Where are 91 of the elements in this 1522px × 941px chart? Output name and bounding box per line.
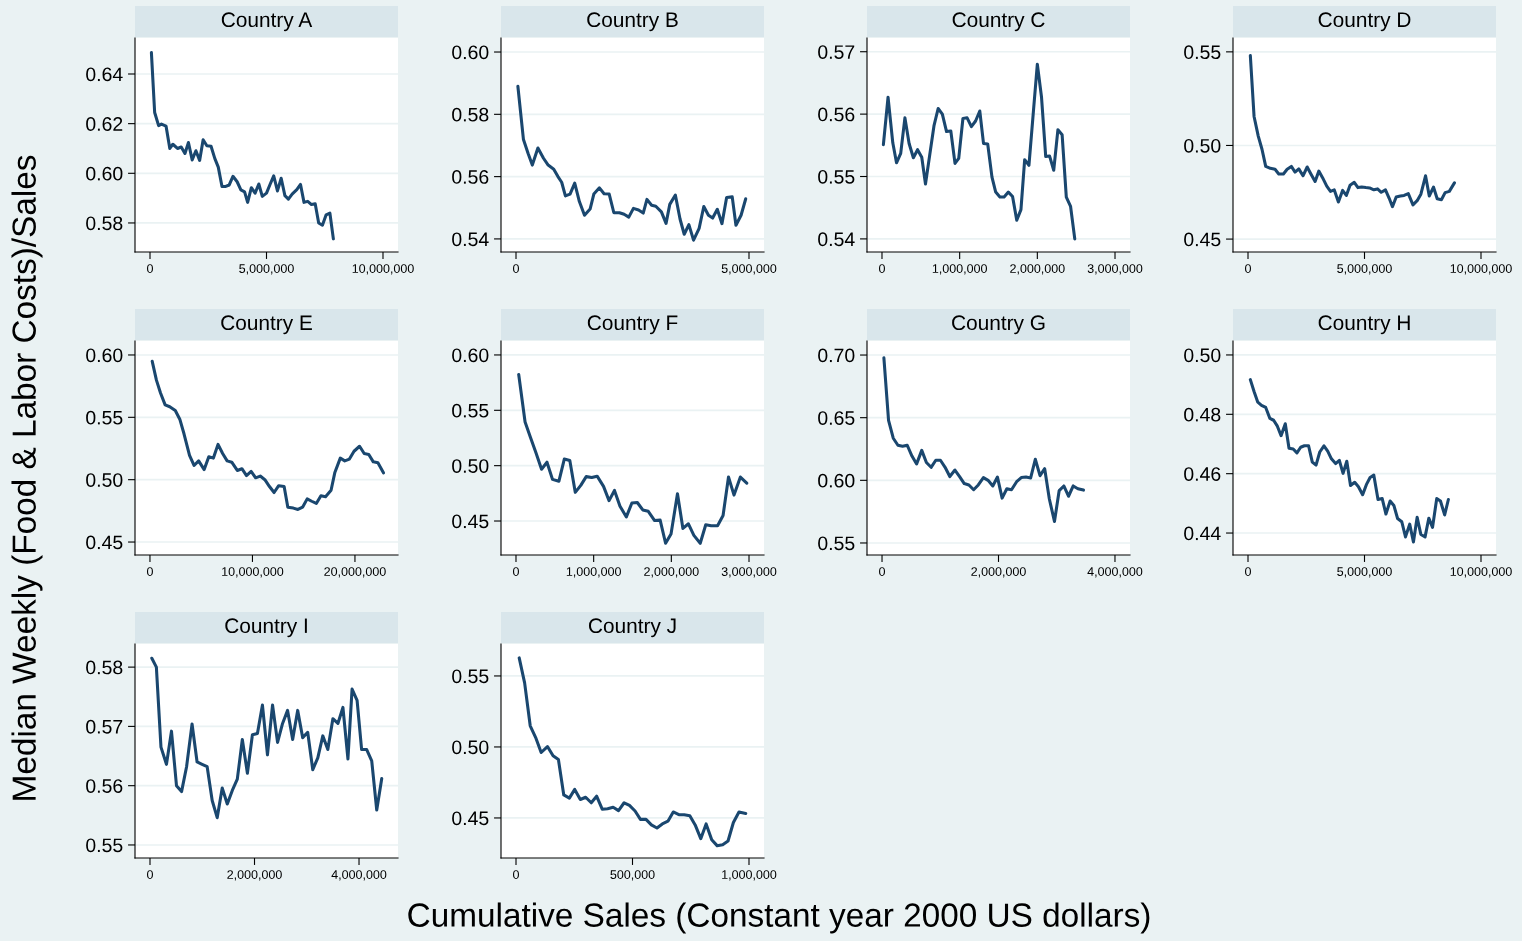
y-tick-label: 0.54	[818, 232, 855, 247]
y-tick-label: 0.44	[1184, 526, 1221, 541]
chart-title: Country E	[221, 315, 312, 335]
y-tick-label: 0.50	[452, 740, 489, 755]
chart-title: Country A	[221, 12, 313, 32]
y-tick-label: 0.45	[1184, 232, 1221, 247]
x-tick-label: 4,000,000	[331, 870, 387, 881]
y-tick-label: 0.50	[1184, 348, 1221, 363]
x-tick-label: 5,000,000	[721, 264, 777, 275]
y-tick-label: 0.55	[86, 838, 123, 853]
y-tick-label: 0.58	[452, 107, 489, 122]
x-axis-title: Cumulative Sales (Constant year 2000 US dollars)	[408, 902, 1150, 934]
y-tick-label: 0.55	[452, 669, 489, 684]
line-series	[517, 656, 748, 848]
chart-title: Country I	[225, 618, 307, 638]
x-tick-label: 1,000,000	[566, 567, 621, 578]
x-tick-label: 4,000,000	[1087, 567, 1143, 578]
y-tick-label: 0.58	[86, 660, 123, 675]
y-tick-label: 0.55	[818, 169, 855, 184]
y-tick-label: 0.64	[86, 67, 123, 82]
line-series	[882, 356, 1085, 523]
x-tick-label: 0	[147, 264, 153, 273]
y-tick-label: 0.60	[818, 473, 855, 488]
line-series	[517, 372, 749, 545]
y-tick-label: 0.50	[452, 459, 489, 473]
x-tick-label: 1,000,000	[932, 264, 987, 275]
y-tick-label: 0.55	[818, 536, 855, 551]
y-tick-label: 0.62	[86, 117, 123, 131]
x-tick-label: 10,000,000	[1450, 567, 1512, 578]
y-tick-label: 0.60	[452, 348, 489, 363]
line-series	[1248, 54, 1456, 209]
y-tick-label: 0.55	[1184, 45, 1221, 60]
y-tick-label: 0.48	[1184, 407, 1221, 422]
x-tick-label: 10,000,000	[352, 264, 414, 275]
x-tick-label: 5,000,000	[239, 264, 294, 275]
x-tick-label: 0	[513, 870, 519, 879]
x-tick-label: 0	[513, 264, 519, 273]
y-tick-label: 0.57	[818, 45, 855, 59]
x-tick-label: 2,000,000	[1010, 264, 1065, 275]
line-series	[149, 51, 335, 241]
chart-title: Country J	[588, 618, 676, 638]
x-tick-label: 3,000,000	[721, 567, 777, 578]
y-tick-label: 0.57	[86, 719, 123, 734]
x-tick-label: 0	[146, 567, 153, 576]
x-tick-label: 2,000,000	[644, 567, 699, 578]
x-tick-label: 0	[147, 870, 153, 879]
x-tick-label: 2,000,000	[227, 870, 282, 881]
y-tick-label: 0.50	[86, 473, 123, 487]
x-tick-label: 0	[879, 264, 885, 273]
y-tick-label: 0.54	[452, 232, 489, 247]
line-series	[150, 359, 385, 512]
y-tick-label: 0.56	[86, 779, 123, 793]
y-tick-label: 0.60	[452, 45, 489, 60]
x-tick-label: 0	[879, 567, 886, 576]
line-series	[881, 62, 1077, 241]
chart-title: Country B	[587, 12, 678, 32]
x-tick-label: 0	[1245, 264, 1251, 273]
chart-title: Country H	[1318, 315, 1410, 335]
y-tick-label: 0.55	[452, 403, 489, 418]
x-tick-label: 0	[1245, 567, 1251, 576]
line-series	[150, 656, 384, 820]
x-tick-label: 2,000,000	[971, 567, 1026, 578]
y-tick-label: 0.50	[1184, 138, 1221, 153]
y-tick-label: 0.60	[86, 166, 123, 181]
x-tick-label: 5,000,000	[1337, 264, 1392, 275]
y-tick-label: 0.46	[1184, 467, 1221, 481]
y-tick-label: 0.65	[818, 411, 855, 425]
y-tick-label: 0.56	[452, 170, 489, 184]
chart-title: Country C	[952, 12, 1045, 32]
x-tick-label: 10,000,000	[1450, 264, 1512, 275]
y-tick-label: 0.58	[86, 216, 123, 231]
x-tick-label: 500,000	[610, 870, 655, 881]
chart-title: Country G	[952, 315, 1045, 335]
x-tick-label: 5,000,000	[1337, 567, 1392, 578]
y-tick-label: 0.60	[86, 348, 123, 363]
y-tick-label: 0.56	[818, 107, 855, 122]
line-series	[516, 84, 748, 242]
line-series	[1248, 378, 1450, 544]
x-tick-label: 20,000,000	[324, 567, 386, 578]
y-tick-label: 0.45	[86, 535, 123, 550]
x-tick-label: 1,000,000	[722, 870, 777, 881]
y-tick-label: 0.45	[452, 811, 489, 826]
x-tick-label: 3,000,000	[1087, 264, 1143, 275]
y-axis-title: Median Weekly (Food & Labor Costs)/Sales	[11, 155, 43, 800]
x-tick-label: 0	[513, 567, 519, 576]
chart-title: Country F	[587, 315, 678, 335]
y-tick-label: 0.55	[86, 410, 123, 425]
x-tick-label: 10,000,000	[222, 567, 284, 578]
chart-title: Country D	[1318, 12, 1411, 32]
y-tick-label: 0.45	[452, 514, 489, 529]
y-tick-label: 0.70	[818, 348, 855, 363]
